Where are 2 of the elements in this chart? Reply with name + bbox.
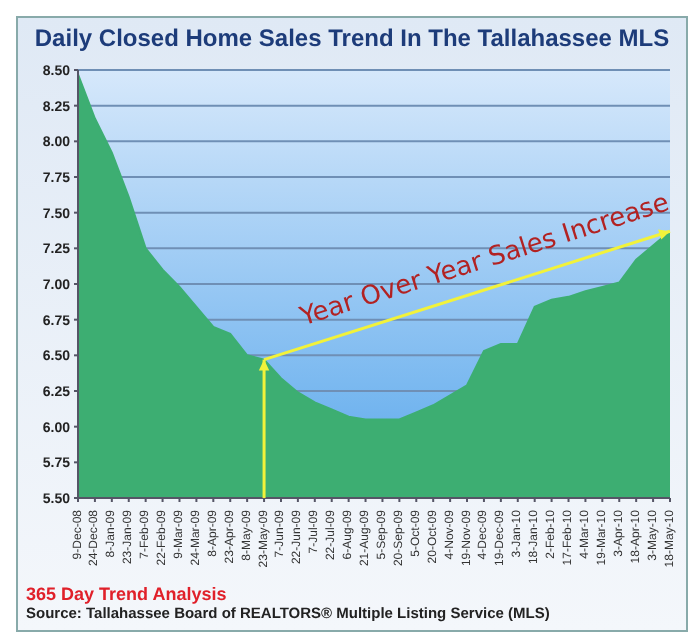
text: 365 Day Trend Analysis	[26, 584, 229, 604]
chart-title: Daily Closed Home Sales Trend In The Tallahassee MLS	[32, 22, 672, 56]
